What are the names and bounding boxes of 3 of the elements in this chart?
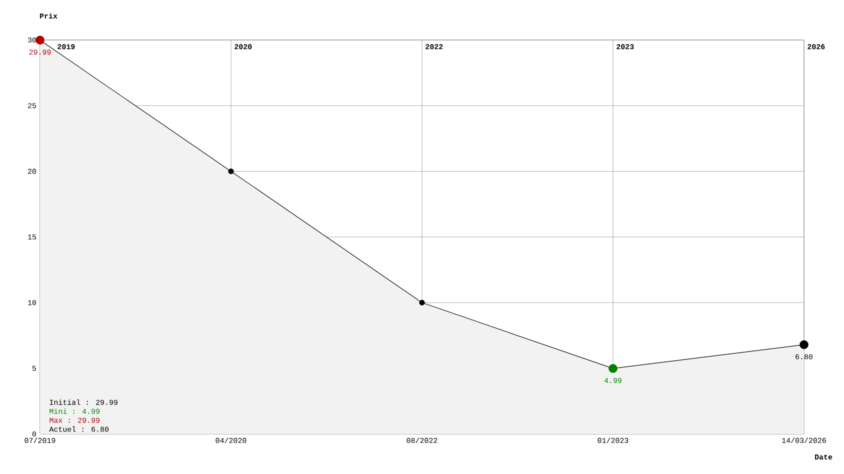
point [800,340,808,350]
point [36,36,44,45]
point [608,364,618,373]
